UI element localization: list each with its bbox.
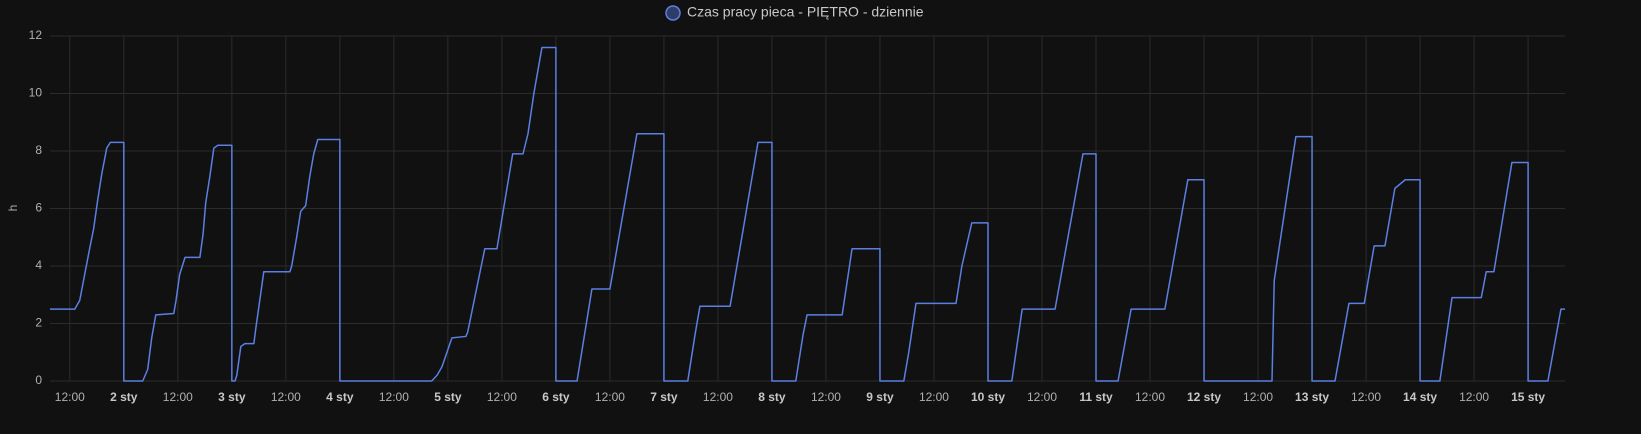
x-tick-label: 3 sty — [218, 390, 246, 404]
x-tick-label: 2 sty — [110, 390, 138, 404]
y-tick-label: 8 — [35, 143, 42, 157]
x-tick-label: 12:00 — [595, 390, 625, 404]
x-tick-label: 12:00 — [1243, 390, 1273, 404]
x-tick-label: 5 sty — [434, 390, 462, 404]
x-tick-label: 4 sty — [326, 390, 354, 404]
line-series — [50, 46, 1565, 382]
x-tick-label: 15 sty — [1511, 390, 1545, 404]
x-tick-label: 12:00 — [1459, 390, 1489, 404]
x-tick-label: 12:00 — [919, 390, 949, 404]
x-tick-label: 12:00 — [1135, 390, 1165, 404]
x-tick-label: 12:00 — [55, 390, 85, 404]
x-tick-label: 12:00 — [163, 390, 193, 404]
x-tick-label: 14 sty — [1403, 390, 1437, 404]
y-tick-label: 12 — [29, 28, 43, 42]
x-tick-label: 7 sty — [650, 390, 678, 404]
x-tick-label: 12 sty — [1187, 390, 1221, 404]
x-tick-label: 12:00 — [703, 390, 733, 404]
y-tick-label: 2 — [35, 316, 42, 330]
x-tick-label: 8 sty — [758, 390, 786, 404]
x-tick-label: 12:00 — [1351, 390, 1381, 404]
y-axis-label: h — [6, 205, 20, 212]
y-tick-label: 10 — [29, 86, 43, 100]
x-tick-label: 12:00 — [379, 390, 409, 404]
x-tick-label: 10 sty — [971, 390, 1005, 404]
y-tick-label: 0 — [35, 373, 42, 387]
y-tick-label: 4 — [35, 258, 42, 272]
x-tick-label: 11 sty — [1079, 390, 1113, 404]
x-tick-label: 6 sty — [542, 390, 570, 404]
x-tick-label: 9 sty — [866, 390, 894, 404]
x-tick-label: 12:00 — [811, 390, 841, 404]
x-tick-label: 12:00 — [487, 390, 517, 404]
x-tick-label: 13 sty — [1295, 390, 1329, 404]
x-tick-label: 12:00 — [1027, 390, 1057, 404]
x-tick-label: 12:00 — [271, 390, 301, 404]
legend-label: Czas pracy pieca - PIĘTRO - dziennie — [687, 4, 924, 20]
legend-marker — [665, 5, 681, 21]
y-tick-label: 6 — [35, 201, 42, 215]
